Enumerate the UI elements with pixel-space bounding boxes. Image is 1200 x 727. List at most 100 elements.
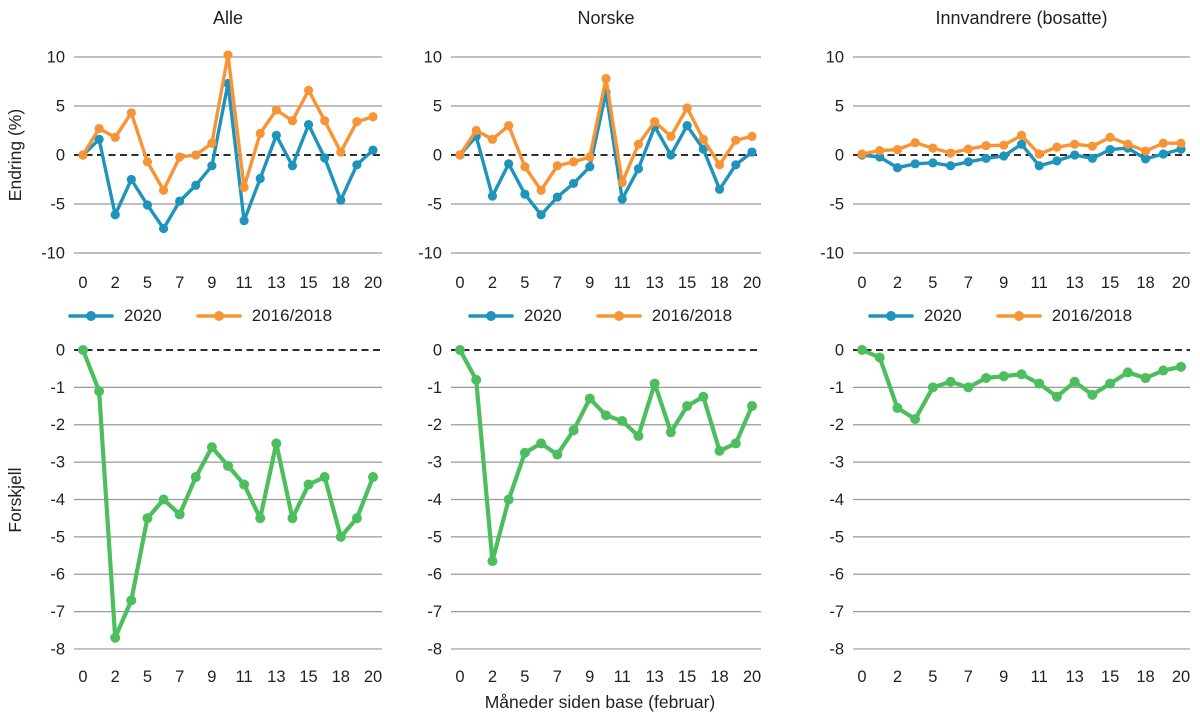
svg-text:9: 9 [207, 668, 216, 686]
svg-text:-10: -10 [820, 245, 844, 263]
legend-item-2020: 2020 [68, 306, 162, 326]
svg-text:Endring (%): Endring (%) [5, 109, 25, 201]
svg-text:Forskjell: Forskjell [5, 467, 25, 532]
svg-text:15: 15 [299, 668, 317, 686]
svg-text:20: 20 [364, 274, 382, 292]
legend-norske: 2020 2016/2018 [400, 297, 800, 335]
svg-text:-10: -10 [41, 245, 65, 263]
svg-text:-7: -7 [427, 603, 442, 621]
svg-text:7: 7 [964, 668, 973, 686]
chart-norske-forskjell: 0 -1 -2 -3 -4 -5 -6 -7 -8 0 2 5 7 9 11 13 15 18 20 [427, 342, 761, 687]
svg-text:18: 18 [1136, 668, 1154, 686]
svg-text:11: 11 [614, 274, 631, 292]
svg-text:5: 5 [143, 668, 152, 686]
svg-text:-5: -5 [50, 528, 65, 546]
svg-text:0: 0 [455, 274, 464, 292]
svg-text:11: 11 [1031, 274, 1048, 292]
svg-text:0: 0 [433, 342, 442, 360]
svg-text:13: 13 [645, 668, 663, 686]
svg-text:5: 5 [520, 668, 529, 686]
svg-text:-5: -5 [50, 196, 65, 214]
chart-alle-endring: 10 5 0 -5 -10 0 2 5 7 9 11 13 15 18 20 Alle Endring (%) [5, 8, 382, 292]
svg-text:Norske: Norske [577, 8, 634, 28]
svg-text:-5: -5 [829, 528, 844, 546]
svg-text:11: 11 [1031, 668, 1048, 686]
svg-text:5: 5 [835, 98, 844, 116]
svg-text:5: 5 [928, 274, 937, 292]
svg-text:-2: -2 [829, 416, 844, 434]
legend-line-2016-2018-icon [195, 311, 242, 321]
svg-text:0: 0 [56, 147, 65, 165]
svg-text:20: 20 [1172, 274, 1190, 292]
svg-text:-7: -7 [829, 603, 844, 621]
svg-text:9: 9 [999, 274, 1008, 292]
svg-text:-5: -5 [829, 196, 844, 214]
svg-text:20: 20 [1172, 668, 1190, 686]
legend-label-2020: 2020 [123, 306, 162, 325]
svg-text:-4: -4 [829, 491, 844, 509]
svg-text:2: 2 [111, 668, 120, 686]
svg-text:7: 7 [553, 274, 562, 292]
svg-text:-3: -3 [829, 454, 844, 472]
svg-text:-7: -7 [50, 603, 65, 621]
svg-text:15: 15 [299, 274, 317, 292]
svg-text:-5: -5 [427, 196, 442, 214]
svg-text:0: 0 [433, 147, 442, 165]
svg-text:18: 18 [710, 668, 728, 686]
svg-text:10: 10 [424, 49, 442, 67]
svg-text:18: 18 [332, 668, 350, 686]
svg-text:13: 13 [267, 668, 285, 686]
legend-item-2016-2018: 2016/2018 [995, 306, 1132, 326]
svg-text:0: 0 [56, 342, 65, 360]
legend-line-2020-icon [468, 311, 514, 321]
svg-text:0: 0 [857, 668, 866, 686]
svg-text:-3: -3 [50, 454, 65, 472]
legend-innvandrere: 2020 2016/2018 [800, 297, 1200, 335]
svg-text:10: 10 [47, 49, 65, 67]
svg-text:11: 11 [236, 668, 253, 686]
chart-innvandrere-endring: 10 5 0 -5 -10 0 2 5 7 9 11 13 15 18 20 Innvandrere (bos… [820, 8, 1190, 292]
legend-label-2020: 2020 [523, 306, 562, 325]
svg-text:7: 7 [175, 668, 184, 686]
svg-text:10: 10 [826, 49, 844, 67]
chart-innvandrere-forskjell: 0 -1 -2 -3 -4 -5 -6 -7 -8 0 2 5 7 9 11 13 15 18 20 [829, 342, 1190, 687]
svg-text:-8: -8 [427, 640, 442, 658]
legend-item-2020: 2020 [468, 306, 562, 326]
svg-text:15: 15 [678, 668, 696, 686]
svg-text:11: 11 [236, 274, 253, 292]
svg-text:9: 9 [585, 274, 594, 292]
svg-text:20: 20 [743, 274, 761, 292]
svg-text:2: 2 [111, 274, 120, 292]
svg-text:0: 0 [835, 342, 844, 360]
svg-text:-1: -1 [50, 379, 65, 397]
svg-text:Alle: Alle [213, 8, 243, 28]
svg-text:-10: -10 [418, 245, 442, 263]
svg-text:-4: -4 [427, 491, 442, 509]
svg-text:-6: -6 [427, 566, 442, 584]
svg-text:2: 2 [488, 274, 497, 292]
svg-text:0: 0 [78, 274, 87, 292]
svg-text:5: 5 [928, 668, 937, 686]
svg-text:-1: -1 [829, 379, 844, 397]
svg-text:18: 18 [1136, 274, 1154, 292]
svg-text:18: 18 [710, 274, 728, 292]
chart-alle-forskjell: 0 -1 -2 -3 -4 -5 -6 -7 -8 0 2 5 7 9 11 13 15 18 20 Forskjel… [5, 342, 382, 687]
svg-text:15: 15 [1101, 668, 1119, 686]
svg-text:15: 15 [678, 274, 696, 292]
svg-text:7: 7 [964, 274, 973, 292]
svg-text:0: 0 [78, 668, 87, 686]
legend-label-2020: 2020 [923, 306, 962, 325]
svg-text:-3: -3 [427, 454, 442, 472]
svg-text:18: 18 [332, 274, 350, 292]
legend-line-2016-2018-icon [995, 311, 1042, 321]
svg-text:-4: -4 [50, 491, 65, 509]
svg-text:7: 7 [175, 274, 184, 292]
svg-text:9: 9 [207, 274, 216, 292]
svg-text:-2: -2 [427, 416, 442, 434]
svg-text:5: 5 [143, 274, 152, 292]
svg-text:13: 13 [645, 274, 663, 292]
legend-item-2020: 2020 [868, 306, 962, 326]
svg-text:20: 20 [364, 668, 382, 686]
svg-text:Innvandrere (bosatte): Innvandrere (bosatte) [935, 8, 1107, 28]
